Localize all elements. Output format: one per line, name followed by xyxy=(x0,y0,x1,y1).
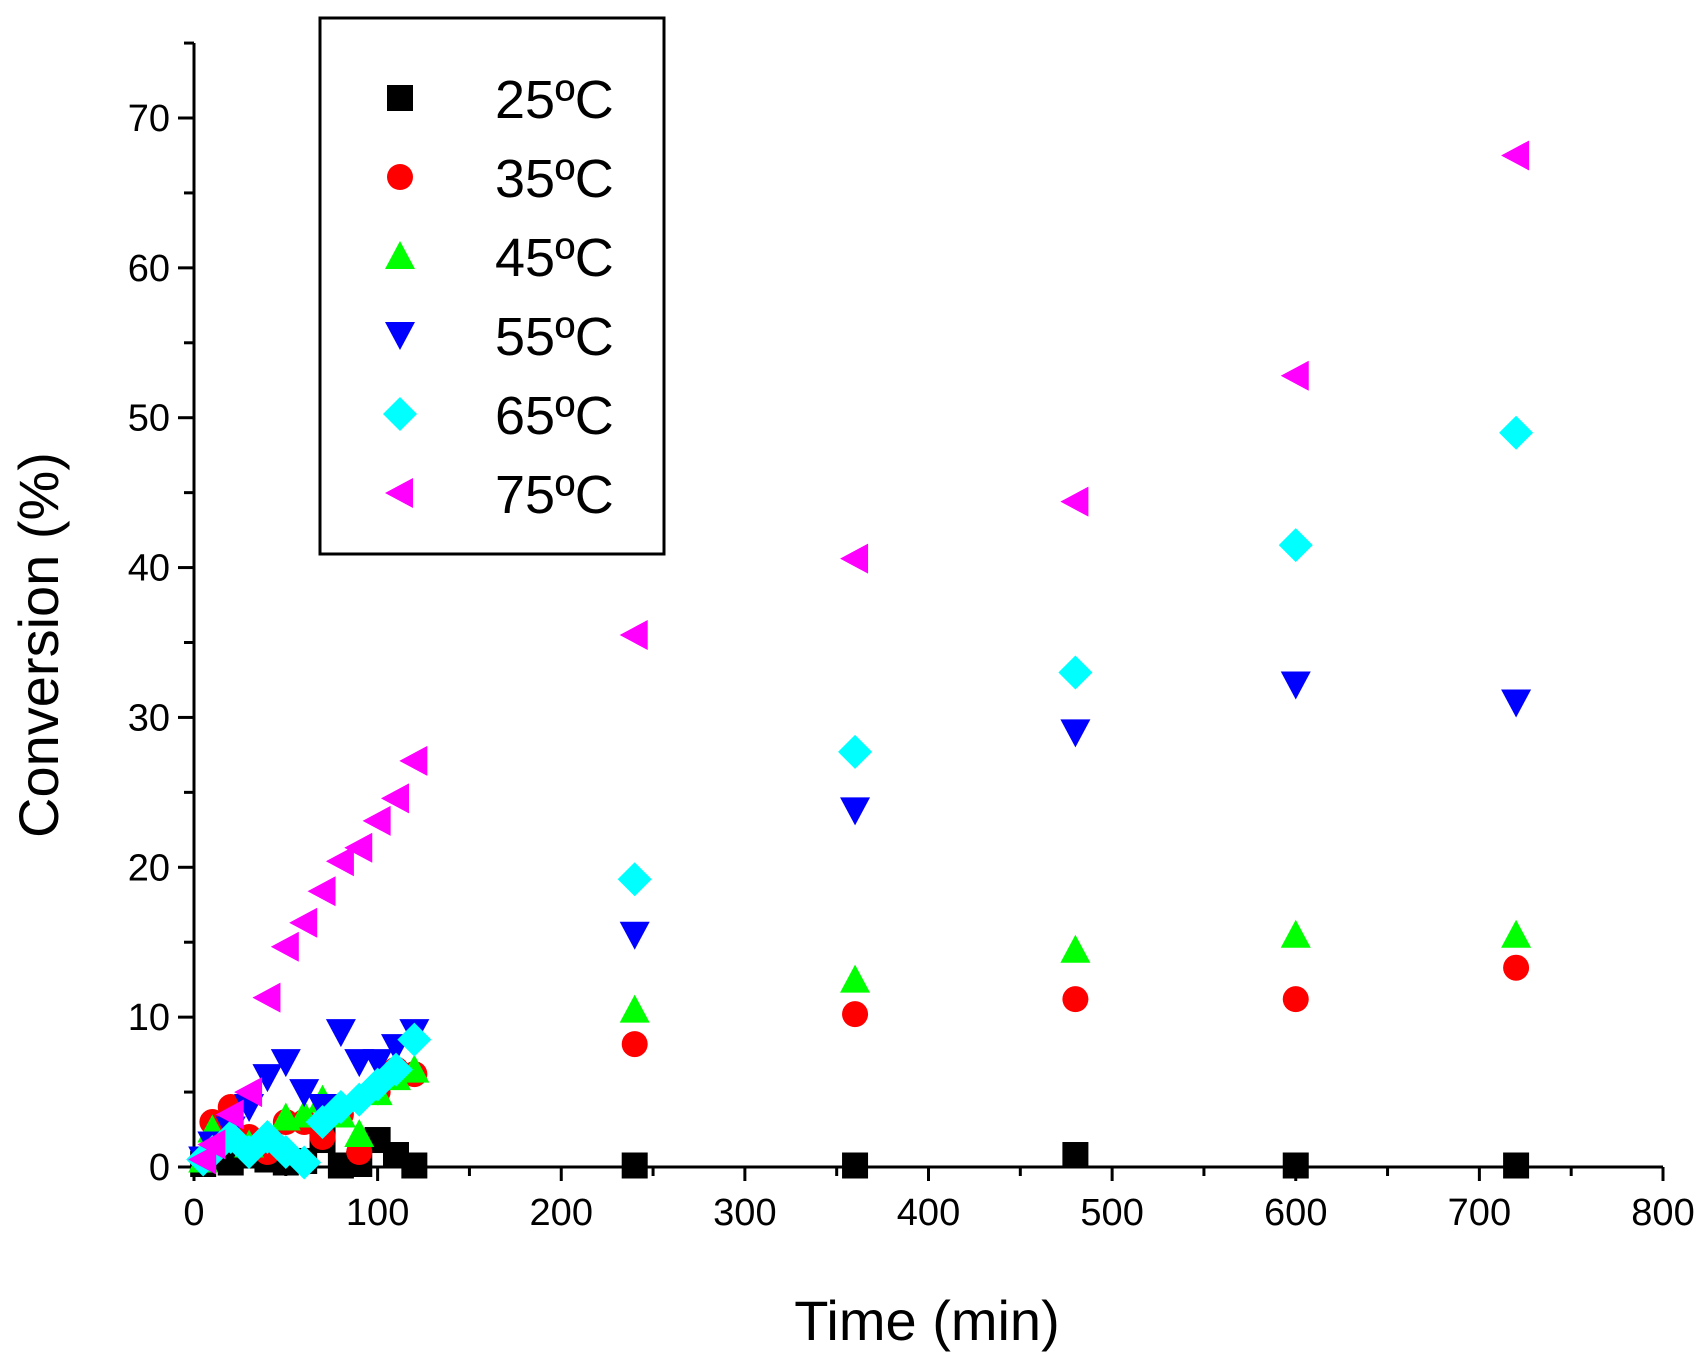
data-point xyxy=(362,1049,393,1078)
data-point xyxy=(1060,719,1091,748)
data-point xyxy=(617,862,652,897)
data-point xyxy=(1280,360,1309,391)
x-tick-label: 300 xyxy=(713,1192,776,1234)
data-point xyxy=(1060,486,1089,517)
data-point xyxy=(252,982,281,1013)
data-point xyxy=(838,734,873,769)
legend-marker xyxy=(387,164,413,190)
data-point xyxy=(270,1049,301,1078)
data-point xyxy=(840,543,869,574)
data-point xyxy=(1280,919,1311,948)
data-point xyxy=(619,994,650,1023)
data-point xyxy=(1503,954,1530,981)
y-tick-label: 30 xyxy=(128,697,170,739)
data-point xyxy=(1501,140,1530,171)
legend-marker xyxy=(385,241,415,269)
x-tick-label: 500 xyxy=(1080,1192,1143,1234)
x-tick-label: 700 xyxy=(1448,1192,1511,1234)
data-point xyxy=(621,1031,648,1058)
data-point xyxy=(1499,415,1534,450)
plot-area: 0 100 200 300 400 500 600 700 800 0 10 20 30 40 50 60 7… xyxy=(128,41,1695,1234)
data-point xyxy=(840,964,871,993)
data-point xyxy=(1503,1152,1530,1179)
y-axis-ticks: 0 10 20 30 40 50 60 70 xyxy=(128,41,194,1189)
data-markers xyxy=(186,140,1534,1180)
data-point xyxy=(307,876,336,907)
legend: 25ºC 35ºC 45ºC 55ºC 65ºC 75ºC xyxy=(318,16,666,556)
data-point xyxy=(270,931,299,962)
data-point xyxy=(188,1144,217,1175)
legend-marker xyxy=(385,322,415,350)
y-tick-label: 20 xyxy=(128,847,170,889)
legend-items: 25ºC 35ºC 45ºC 55ºC 65ºC 75ºC xyxy=(383,70,614,525)
legend-label: 35ºC xyxy=(495,149,614,209)
data-point xyxy=(397,1022,432,1057)
data-point xyxy=(1501,919,1532,948)
data-point xyxy=(1282,1152,1309,1179)
data-point xyxy=(399,745,428,776)
x-tick-label: 0 xyxy=(183,1192,204,1234)
legend-label: 75ºC xyxy=(495,465,614,525)
data-point xyxy=(401,1152,428,1179)
data-point xyxy=(1062,1142,1089,1169)
data-point xyxy=(325,1019,356,1048)
data-point xyxy=(289,907,318,938)
data-point xyxy=(252,1064,283,1093)
y-tick-label: 70 xyxy=(128,98,170,140)
y-tick-label: 60 xyxy=(128,248,170,290)
data-point xyxy=(1501,689,1532,718)
legend-marker xyxy=(385,478,413,508)
data-point xyxy=(1282,986,1309,1013)
legend-box xyxy=(318,16,666,556)
legend-label: 65ºC xyxy=(495,386,614,446)
data-point xyxy=(1062,986,1089,1013)
x-axis-ticks: 0 100 200 300 400 500 600 700 800 xyxy=(183,1167,1695,1234)
data-point xyxy=(234,1077,263,1108)
data-point xyxy=(344,1119,375,1148)
data-point xyxy=(619,921,650,950)
data-point xyxy=(380,783,409,814)
data-point xyxy=(362,805,391,836)
data-point xyxy=(287,1145,322,1180)
data-point xyxy=(197,1129,226,1160)
legend-marker xyxy=(387,85,413,111)
x-axis-title: Time (min) xyxy=(794,1289,1059,1352)
legend-label: 55ºC xyxy=(495,307,614,367)
y-tick-label: 40 xyxy=(128,548,170,590)
data-point xyxy=(619,620,648,651)
series-0 xyxy=(190,1127,1530,1179)
data-point xyxy=(289,1079,320,1108)
x-tick-label: 200 xyxy=(530,1192,593,1234)
legend-label: 25ºC xyxy=(495,70,614,130)
data-point xyxy=(1278,528,1313,563)
y-tick-label: 10 xyxy=(128,997,170,1039)
x-tick-label: 800 xyxy=(1631,1192,1694,1234)
y-tick-label: 50 xyxy=(128,398,170,440)
data-point xyxy=(840,797,871,826)
data-point xyxy=(344,832,373,863)
data-point xyxy=(1280,671,1311,700)
legend-label: 45ºC xyxy=(495,228,614,288)
data-point xyxy=(378,1052,413,1087)
x-tick-label: 600 xyxy=(1264,1192,1327,1234)
x-tick-label: 100 xyxy=(346,1192,409,1234)
data-point xyxy=(1058,655,1093,690)
data-point xyxy=(842,1152,869,1179)
data-point xyxy=(1060,934,1091,963)
data-point xyxy=(621,1152,648,1179)
x-tick-label: 400 xyxy=(897,1192,960,1234)
legend-marker xyxy=(383,397,417,431)
data-point xyxy=(842,1001,869,1028)
data-point xyxy=(325,846,354,877)
y-tick-label: 0 xyxy=(149,1147,170,1189)
y-axis-title: Conversion (%) xyxy=(7,452,70,838)
data-point xyxy=(215,1099,244,1130)
series-5 xyxy=(188,140,1530,1175)
